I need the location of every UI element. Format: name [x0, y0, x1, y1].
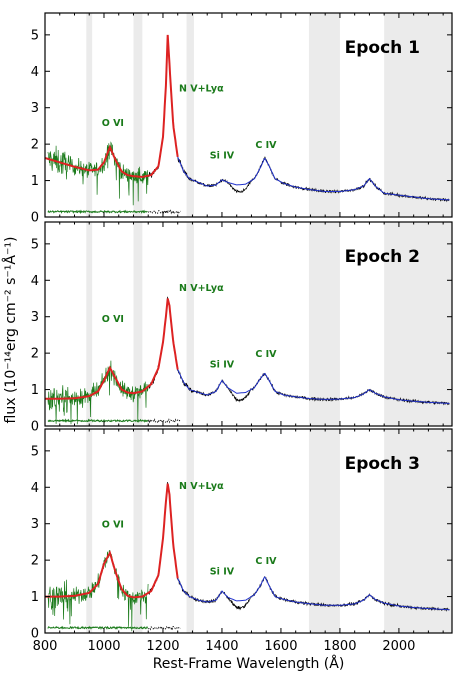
shaded-region-2	[133, 13, 143, 217]
x-tick-label: 800	[33, 639, 58, 654]
panel-epoch-2: 0 1 2 3 4 5 Epoch 2 O VI N V+Lyα Si IV C IV	[31, 221, 453, 435]
x-axis-title: Rest-Frame Wavelength (Å)	[153, 655, 345, 672]
y-tick-label: 1	[31, 174, 39, 189]
panel-epoch-1: 0 1 2 3 4 5 Epoch 1 O VI N V+Lyα Si IV C IV	[31, 12, 453, 226]
y-tick-label: 3	[31, 310, 39, 325]
shaded-region-5	[384, 429, 452, 633]
error-green-trace	[47, 625, 149, 630]
emission-line-label: C IV	[255, 140, 277, 151]
error-green-trace	[47, 418, 149, 423]
y-tick-label: 1	[31, 383, 39, 398]
error-black-trace	[147, 418, 181, 424]
epoch-label: Epoch 1	[345, 38, 420, 58]
epoch-label: Epoch 2	[345, 247, 420, 267]
spectrum-green-trace	[47, 141, 149, 206]
shaded-region-3	[186, 429, 194, 633]
y-tick-label: 5	[31, 28, 39, 43]
emission-line-label: C IV	[255, 349, 277, 360]
y-tick-label: 3	[31, 101, 39, 116]
panel-frame	[44, 428, 453, 634]
x-tick-label: 1400	[205, 639, 238, 654]
panel-epoch-3: 0 1 2 3 4 5 Epoch 3 O VI N V+Lyα Si IV C IV	[31, 428, 453, 642]
shaded-region-4	[308, 222, 340, 426]
panel-2-traces	[45, 296, 450, 425]
y-tick-label: 3	[31, 517, 39, 532]
x-tick-label: 1600	[264, 639, 297, 654]
panel-frame	[44, 221, 453, 427]
error-black-trace	[147, 625, 181, 631]
y-tick-label: 1	[31, 590, 39, 605]
emission-line-label: Si IV	[210, 360, 235, 371]
panel-3-traces	[45, 481, 450, 632]
fit-red-line	[45, 34, 179, 178]
shaded-region-5	[384, 222, 452, 426]
y-tick-label: 5	[31, 237, 39, 252]
shaded-region-4	[308, 429, 340, 633]
panel-frame	[44, 12, 453, 218]
y-tick-label: 4	[31, 65, 39, 80]
emission-line-label: Si IV	[210, 567, 235, 578]
emission-line-label: O VI	[102, 519, 124, 530]
shaded-region-1	[86, 222, 93, 426]
epoch-label: Epoch 3	[345, 454, 420, 474]
x-tick-label: 1000	[87, 639, 120, 654]
y-tick-label: 2	[31, 554, 39, 569]
shaded-region-3	[186, 222, 194, 426]
y-tick-label: 0	[31, 420, 39, 435]
emission-line-label: C IV	[255, 556, 277, 567]
fit-blue-line	[177, 576, 450, 611]
y-tick-label: 2	[31, 347, 39, 362]
emission-line-label: N V+Lyα	[179, 283, 224, 294]
shaded-region-5	[384, 13, 452, 217]
error-green-trace	[47, 209, 148, 215]
y-tick-label: 5	[31, 444, 39, 459]
shaded-region-1	[86, 13, 93, 217]
shaded-region-1	[86, 429, 93, 633]
y-tick-label: 0	[31, 211, 39, 226]
emission-line-label: N V+Lyα	[179, 83, 224, 94]
y-tick-label: 4	[31, 481, 39, 496]
emission-line-label: O VI	[102, 314, 124, 325]
error-black-trace	[147, 209, 181, 215]
y-axis-title: flux (10⁻¹⁴erg cm⁻² s⁻¹Å⁻¹)	[2, 237, 19, 424]
fit-blue-line	[177, 156, 450, 201]
shaded-region-2	[133, 429, 143, 633]
emission-line-label: N V+Lyα	[179, 481, 224, 492]
y-tick-label: 0	[31, 627, 39, 642]
emission-line-label: Si IV	[210, 151, 235, 162]
x-tick-label: 2000	[382, 639, 415, 654]
emission-line-label: O VI	[102, 118, 124, 129]
fit-blue-line	[177, 369, 450, 404]
y-tick-label: 2	[31, 138, 39, 153]
panel-1-traces	[45, 34, 450, 215]
x-tick-label: 1200	[146, 639, 179, 654]
spectrum-green-trace	[47, 550, 149, 632]
shaded-region-2	[133, 222, 143, 426]
shaded-region-4	[308, 13, 340, 217]
x-tick-label: 1800	[323, 639, 356, 654]
fit-red-line	[45, 483, 179, 599]
shaded-region-3	[186, 13, 194, 217]
y-tick-label: 4	[31, 274, 39, 289]
fit-red-line	[45, 298, 179, 400]
